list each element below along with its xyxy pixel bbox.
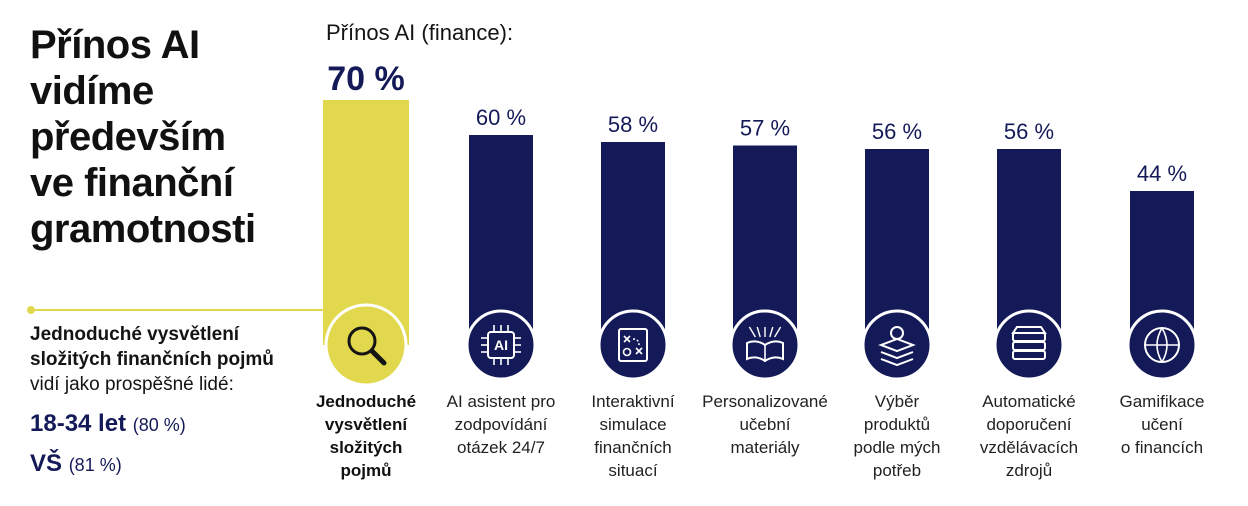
category-label: Výběr produktů podle mých potřeb [853, 392, 941, 480]
side-stat-education: VŠ (81 %) [30, 450, 122, 478]
value-label: 70 % [327, 60, 405, 98]
ball-icon [1144, 327, 1180, 363]
value-label: 58 % [608, 112, 658, 137]
chart-title: Přínos AI (finance): [326, 20, 514, 45]
category-label: Automatické doporučení vzdělávacích zdro… [979, 392, 1079, 480]
icon-badge [861, 309, 933, 381]
icon-badge [465, 309, 537, 381]
strategy-board-icon [618, 328, 648, 362]
side-stat-education-label: VŠ [30, 450, 63, 477]
magnifier-icon [347, 326, 387, 366]
value-label: 60 % [476, 105, 526, 130]
value-label: 44 % [1137, 161, 1187, 186]
category-label: Gamifikace učení o financích [1119, 392, 1205, 457]
book-stack-icon [1011, 326, 1047, 360]
icon-badge [324, 303, 408, 387]
icon-badge [993, 309, 1065, 381]
svg-text:AI: AI [494, 337, 508, 353]
value-label: 56 % [872, 119, 922, 144]
connector-line [30, 309, 330, 311]
connector-dot [27, 306, 35, 314]
side-stat-age-label: 18-34 let [30, 410, 127, 437]
person-layers-icon [878, 326, 916, 367]
side-stat-education-value: (81 %) [68, 455, 122, 475]
value-label: 56 % [1004, 119, 1054, 144]
ai-chip-icon: AI [481, 325, 521, 365]
side-description-bold: Jednoduché vysvětlení složitých finanční… [30, 324, 274, 370]
side-description: Jednoduché vysvětlení složitých finanční… [30, 322, 320, 397]
headline: Přínos AI vidíme především ve finanční g… [30, 23, 256, 251]
value-label: 57 % [740, 116, 790, 141]
side-description-rest: vidí jako prospěšné lidé: [30, 374, 234, 395]
open-book-icon [746, 326, 784, 363]
side-stat-age-value: (80 %) [132, 415, 186, 435]
category-label: AI asistent pro zodpovídání otázek 24/7 [446, 392, 556, 457]
category-label: Jednoduché vysvětlení složitých pojmů [315, 392, 417, 480]
side-stat-age: 18-34 let (80 %) [30, 410, 186, 438]
category-label: Interaktivní simulace finančních situací [591, 392, 675, 480]
icon-badge [597, 309, 669, 381]
category-label: Personalizované učební materiály [702, 392, 828, 457]
